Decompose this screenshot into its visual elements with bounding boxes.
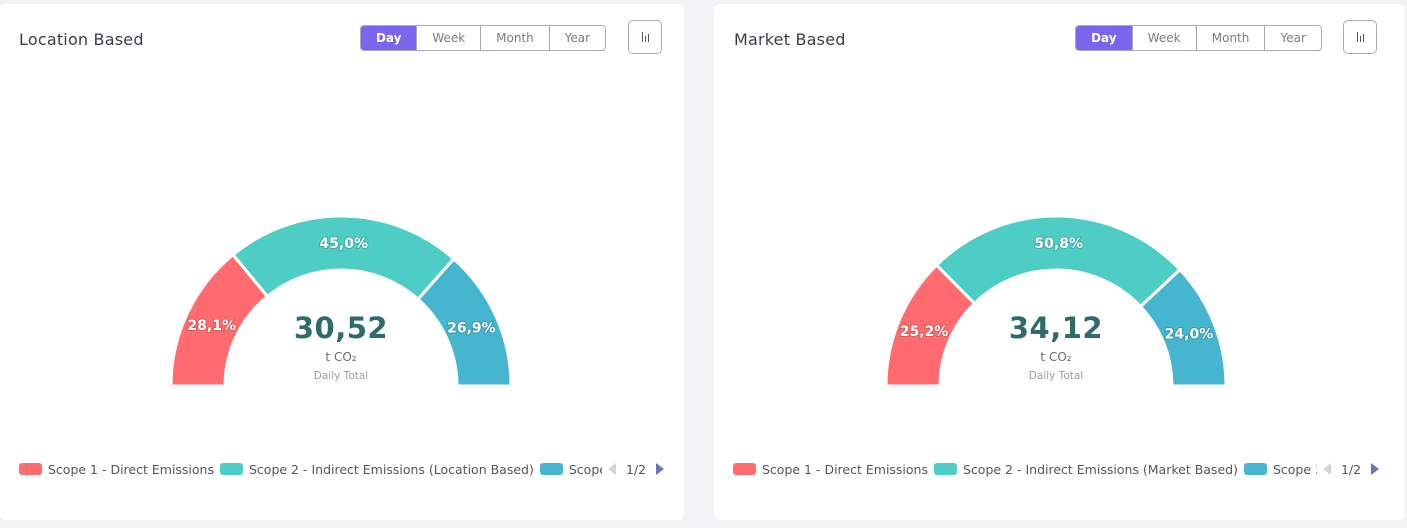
market-based-card: Market Based Day Week Month Year 25,2% 50… [714,4,1405,520]
legend-item-scope-1[interactable]: Scope 1 - Direct Emissions [733,462,928,477]
gauge-segment-2[interactable] [934,214,1183,309]
legend-pager: 1/2 [608,459,665,479]
timeframe-year-button[interactable]: Year [548,26,605,50]
timeframe-year-button[interactable]: Year [1264,26,1321,50]
timeframe-selector: Day Week Month Year [1075,25,1322,51]
legend-label: Scope 3 - U [568,461,602,477]
legend: Scope 1 - Direct Emissions Scope 2 - Ind… [19,459,602,479]
legend-item-scope-3[interactable]: Scope 3 - U [539,461,602,477]
gauge-segment-label-2: 50,8% [1034,236,1083,252]
card-title: Market Based [734,30,846,49]
legend-label: Scope 3 - Up [1272,461,1317,477]
legend-item-scope-1[interactable]: Scope 1 - Direct Emissions [19,462,214,477]
gauge-segment-3[interactable] [415,256,513,388]
legend-label: Scope 1 - Direct Emissions [48,461,214,477]
gauge-segment-3[interactable] [1138,267,1228,388]
legend-next-icon[interactable] [656,463,665,475]
center-unit: t CO₂ [325,350,357,364]
bar-chart-icon[interactable] [628,20,662,54]
legend-item-scope-2[interactable]: Scope 2 - Indirect Emissions (Market Bas… [934,462,1238,477]
gauge-segment-label-3: 26,9% [447,320,496,336]
center-unit: t CO₂ [1040,350,1072,364]
legend-swatch [220,463,243,475]
legend-page-indicator: 1/2 [626,461,647,477]
timeframe-selector: Day Week Month Year [360,25,606,51]
legend-prev-icon[interactable] [1323,463,1331,475]
gauge-chart: 28,1% 45,0% 26,9% [169,214,513,388]
gauge-segment-label-3: 24,0% [1165,326,1214,342]
gauge-segment-2[interactable] [230,214,456,302]
center-caption: Daily Total [313,370,369,382]
card-title: Location Based [19,30,144,49]
center-total-value: 34,12 [1008,311,1104,345]
timeframe-month-button[interactable]: Month [480,26,549,50]
gauge-segment-label-1: 28,1% [187,318,236,334]
timeframe-week-button[interactable]: Week [416,26,480,50]
legend-next-icon[interactable] [1371,463,1380,475]
legend-swatch [1243,463,1267,475]
location-based-card: Location Based Day Week Month Year 28,1%… [0,4,684,520]
legend-pager: 1/2 [1323,459,1380,479]
gauge-segment-label-2: 45,0% [319,236,368,252]
timeframe-month-button[interactable]: Month [1195,26,1265,50]
legend-label: Scope 1 - Direct Emissions [762,461,928,477]
legend-prev-icon[interactable] [608,463,616,475]
center-total-value: 30,52 [293,311,389,345]
legend-label: Scope 2 - Indirect Emissions (Market Bas… [963,461,1238,477]
legend-label: Scope 2 - Indirect Emissions (Location B… [249,461,534,477]
bar-chart-icon[interactable] [1343,20,1377,54]
legend-swatch [19,463,42,475]
timeframe-day-button[interactable]: Day [361,26,417,50]
legend: Scope 1 - Direct Emissions Scope 2 - Ind… [733,459,1317,479]
legend-item-scope-2[interactable]: Scope 2 - Indirect Emissions (Location B… [220,462,534,477]
center-caption: Daily Total [1028,370,1084,382]
legend-swatch [733,463,756,475]
gauge-segment-label-1: 25,2% [900,324,949,340]
legend-item-scope-3[interactable]: Scope 3 - Up [1243,461,1317,477]
legend-swatch [539,463,563,475]
gauge-chart: 25,2% 50,8% 24,0% [884,214,1228,388]
timeframe-week-button[interactable]: Week [1131,26,1196,50]
timeframe-day-button[interactable]: Day [1076,26,1132,50]
legend-page-indicator: 1/2 [1341,461,1362,477]
legend-swatch [934,463,957,475]
